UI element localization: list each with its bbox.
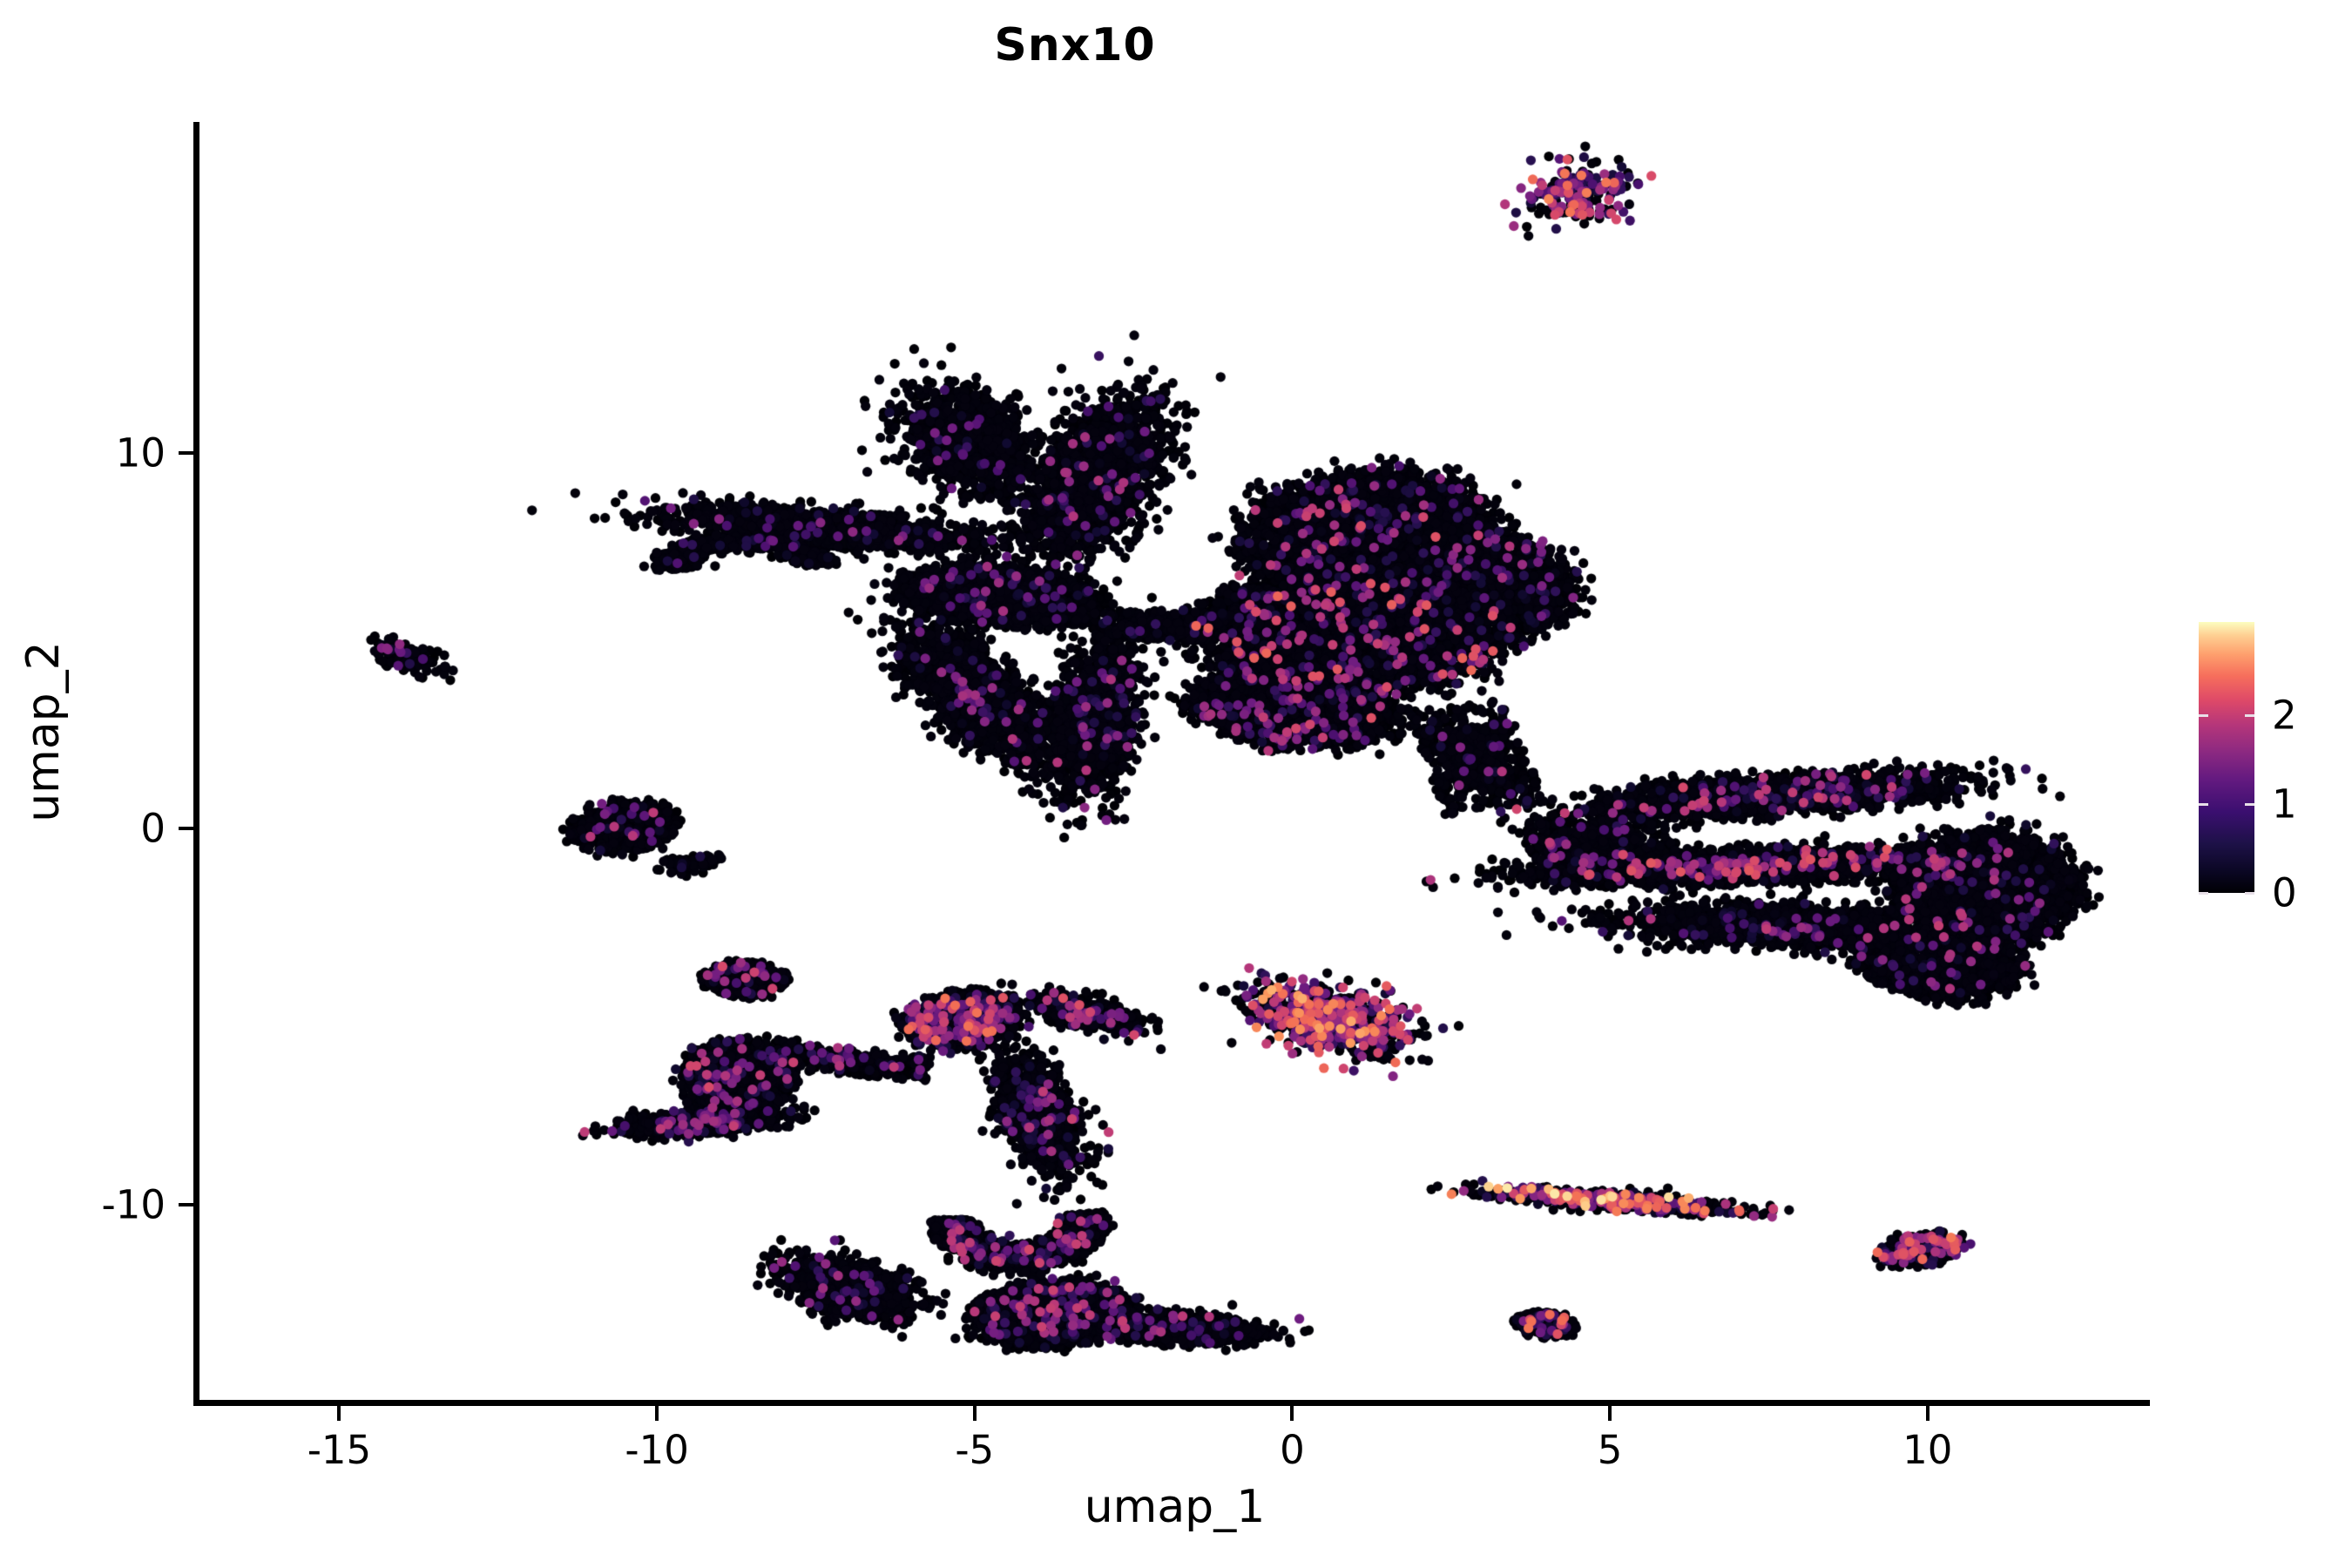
- x-tick-label: 5: [1597, 1427, 1623, 1473]
- y-tick-mark: [179, 450, 193, 455]
- x-tick-label: -10: [625, 1427, 689, 1473]
- colorbar-tick-mark: [2199, 892, 2208, 895]
- colorbar: [2199, 622, 2254, 893]
- colorbar-tick-mark: [2199, 714, 2208, 718]
- y-axis-label: umap_2: [17, 641, 70, 822]
- colorbar-tick-mark: [2245, 803, 2254, 807]
- x-axis-spine: [193, 1400, 2150, 1406]
- x-tick-label: 10: [1903, 1427, 1953, 1473]
- colorbar-tick-label: 0: [2272, 869, 2297, 916]
- colorbar-tick-mark: [2245, 714, 2254, 718]
- colorbar-tick-mark: [2199, 803, 2208, 807]
- page-title: Snx10: [994, 19, 1156, 71]
- x-tick-mark: [1925, 1406, 1930, 1421]
- y-axis-spine: [193, 122, 199, 1406]
- x-tick-label: -5: [955, 1427, 995, 1473]
- x-tick-mark: [655, 1406, 659, 1421]
- x-tick-mark: [1608, 1406, 1612, 1421]
- colorbar-tick-label: 1: [2272, 781, 2297, 828]
- y-tick-label: 10: [115, 429, 166, 476]
- x-tick-mark: [337, 1406, 341, 1421]
- x-tick-mark: [1290, 1406, 1294, 1421]
- colorbar-tick-label: 2: [2272, 692, 2297, 739]
- plot-area: [199, 122, 2150, 1400]
- colorbar-tick-mark: [2245, 892, 2254, 895]
- y-tick-mark: [179, 1202, 193, 1206]
- y-tick-label: -10: [101, 1181, 166, 1228]
- colorbar-gradient: [2199, 622, 2254, 893]
- scatter-points-canvas: [199, 122, 2150, 1400]
- x-tick-label: 0: [1280, 1427, 1305, 1473]
- x-tick-mark: [972, 1406, 977, 1421]
- x-tick-label: -15: [307, 1427, 372, 1473]
- y-tick-mark: [179, 827, 193, 831]
- y-tick-label: 0: [140, 805, 166, 852]
- x-axis-label: umap_1: [1084, 1481, 1266, 1533]
